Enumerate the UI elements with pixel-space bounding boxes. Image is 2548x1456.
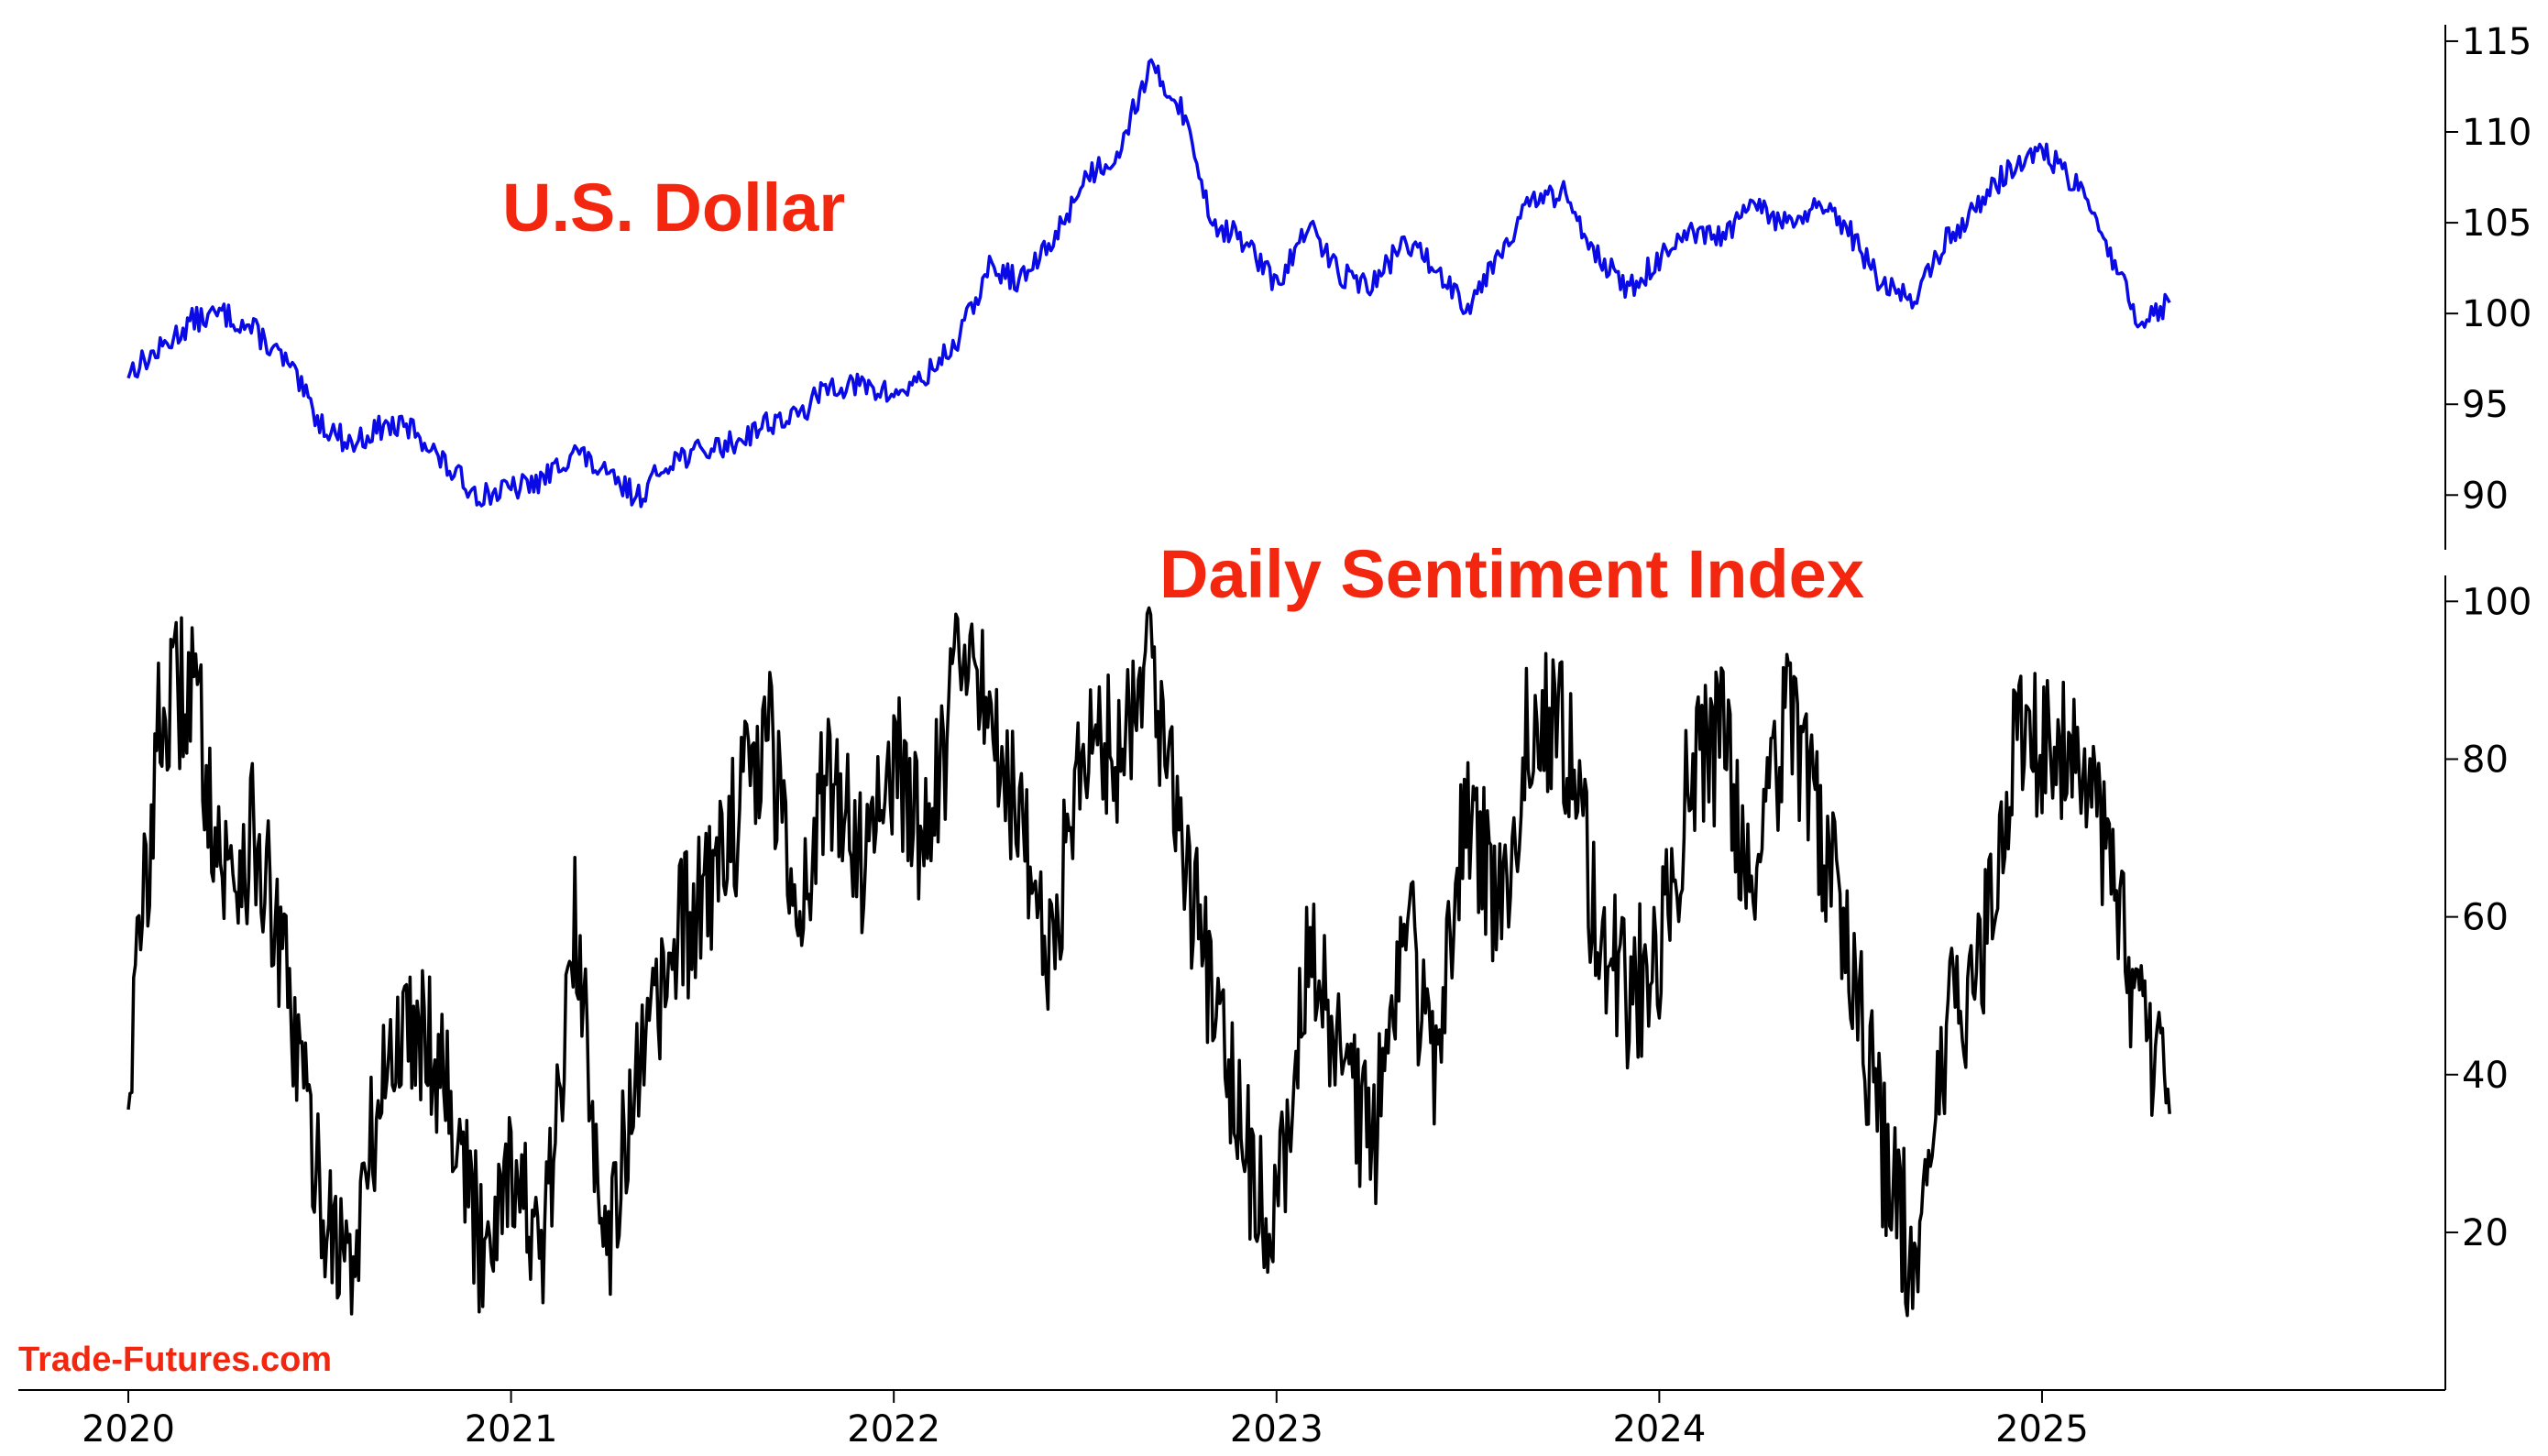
usd-y-tick-label: 115 <box>2462 21 2532 63</box>
sentiment-y-tick-label: 80 <box>2462 739 2509 781</box>
sentiment-y-tick-label: 100 <box>2462 581 2532 623</box>
usd-y-tick-label: 105 <box>2462 203 2532 245</box>
usd-series-line <box>126 58 2171 509</box>
usd-y-ticks: 90 95 100 105 110 115 <box>2445 21 2532 517</box>
usd-y-tick-label: 110 <box>2462 112 2532 154</box>
sentiment-y-ticks: 20 40 60 80 100 <box>2445 581 2532 1254</box>
sentiment-y-tick-label: 60 <box>2462 897 2509 939</box>
usd-y-tick-label: 100 <box>2462 293 2532 335</box>
sentiment-series-line <box>126 606 2171 1318</box>
x-axis-ticks: 2020 2021 2022 2023 2024 2025 <box>82 1390 2089 1451</box>
x-tick-label: 2025 <box>1995 1408 2089 1451</box>
usd-y-tick-label: 95 <box>2462 384 2509 426</box>
watermark-text: Trade-Futures.com <box>18 1341 332 1379</box>
sentiment-y-tick-label: 40 <box>2462 1055 2509 1097</box>
x-tick-label: 2024 <box>1612 1408 1706 1451</box>
usd-chart-title: U.S. Dollar <box>502 170 845 246</box>
x-tick-label: 2022 <box>847 1408 940 1451</box>
usd-y-tick-label: 90 <box>2462 475 2509 517</box>
sentiment-panel: 20 40 60 80 100 2020 2021 2022 2023 2024 2025 Dai… <box>18 536 2532 1451</box>
x-tick-label: 2021 <box>465 1408 558 1451</box>
x-tick-label: 2020 <box>82 1408 175 1451</box>
sentiment-chart-title: Daily Sentiment Index <box>1159 536 1864 612</box>
x-tick-label: 2023 <box>1230 1408 1323 1451</box>
usd-panel: 90 95 100 105 110 115 U.S. Dollar <box>126 21 2532 550</box>
sentiment-y-tick-label: 20 <box>2462 1212 2509 1254</box>
